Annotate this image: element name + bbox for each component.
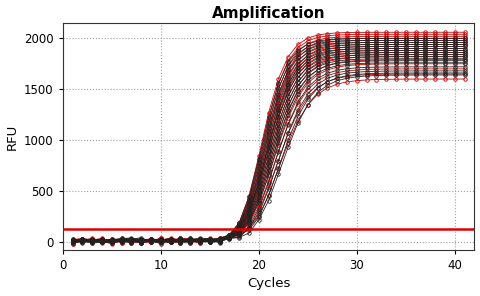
Y-axis label: RFU: RFU	[6, 123, 19, 149]
X-axis label: Cycles: Cycles	[247, 277, 290, 290]
Title: Amplification: Amplification	[212, 6, 325, 20]
